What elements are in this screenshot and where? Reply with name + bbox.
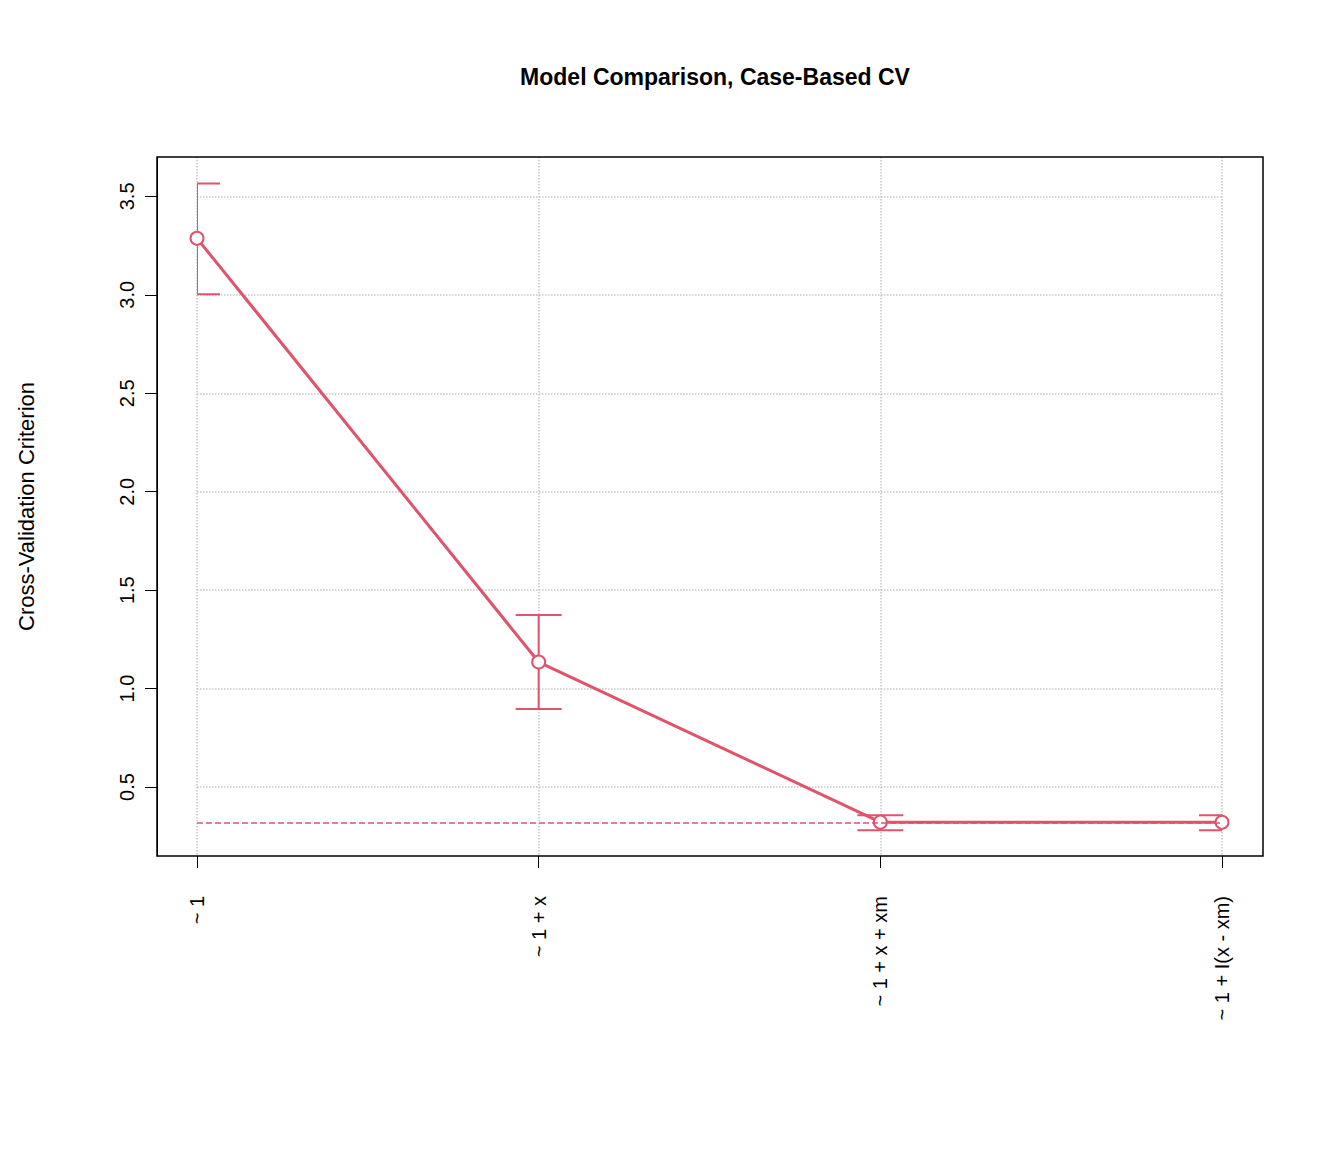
svg-text:3.5: 3.5: [116, 182, 138, 210]
svg-text:2.5: 2.5: [116, 379, 138, 407]
svg-text:Cross-Validation Criterion: Cross-Validation Criterion: [14, 382, 39, 631]
svg-text:0.5: 0.5: [116, 773, 138, 801]
svg-text:3.0: 3.0: [116, 281, 138, 309]
svg-text:~ 1 + I(x - xm): ~ 1 + I(x - xm): [1211, 896, 1233, 1020]
svg-text:~ 1 + x + xm: ~ 1 + x + xm: [869, 896, 891, 1007]
svg-text:2.0: 2.0: [116, 478, 138, 506]
svg-text:Model Comparison, Case-Based C: Model Comparison, Case-Based CV: [520, 64, 910, 90]
svg-text:1.0: 1.0: [116, 675, 138, 703]
svg-text:1.5: 1.5: [116, 576, 138, 604]
svg-text:~ 1 + x: ~ 1 + x: [528, 896, 550, 957]
svg-text:~ 1: ~ 1: [186, 896, 208, 924]
